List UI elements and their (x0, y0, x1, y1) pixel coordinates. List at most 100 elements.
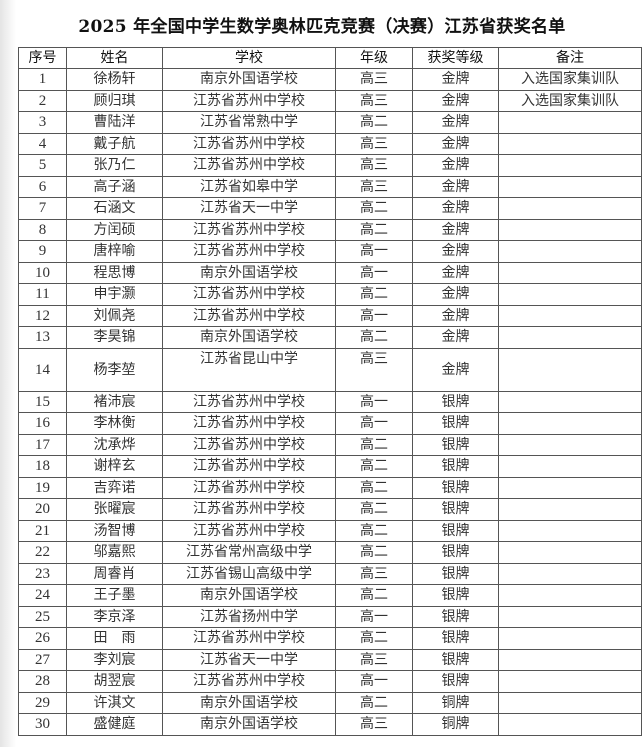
cell-index: 7 (18, 197, 67, 220)
cell-remarks (498, 627, 642, 650)
cell-index: 24 (18, 584, 67, 607)
cell-name: 张曜宸 (66, 498, 163, 521)
cell-school: 南京外国语学校 (162, 713, 336, 736)
cell-award: 银牌 (412, 670, 499, 693)
cell-index: 28 (18, 670, 67, 693)
cell-name: 褚沛宸 (66, 390, 163, 413)
cell-name: 谢梓玄 (66, 455, 163, 478)
cell-award: 金牌 (412, 111, 499, 134)
cell-name: 吉弈诺 (66, 476, 163, 499)
cell-name: 李刘宸 (66, 648, 163, 671)
cell-school: 江苏省苏州中学校 (162, 627, 336, 650)
table-row: 3 曹陆洋 江苏省常熟中学 高二 金牌 (18, 111, 642, 134)
table-row: 6 高子涵 江苏省如皋中学 高三 金牌 (18, 175, 642, 198)
cell-grade: 高三 (335, 175, 413, 198)
cell-award: 金牌 (412, 240, 499, 263)
cell-name: 李昊锦 (66, 326, 163, 349)
cell-remarks (498, 218, 642, 241)
cell-grade: 高二 (335, 455, 413, 478)
cell-award: 金牌 (412, 326, 499, 349)
cell-school: 江苏省苏州中学校 (162, 476, 336, 499)
cell-name: 申宇灏 (66, 283, 163, 306)
table-row: 16 李林衡 江苏省苏州中学校 高一 银牌 (18, 412, 642, 435)
cell-award: 铜牌 (412, 691, 499, 714)
cell-grade: 高三 (335, 89, 413, 112)
cell-index: 12 (18, 304, 67, 327)
table-row: 9 唐梓喻 江苏省苏州中学校 高一 金牌 (18, 240, 642, 263)
cell-name: 唐梓喻 (66, 240, 163, 263)
cell-index: 16 (18, 412, 67, 435)
cell-award: 银牌 (412, 605, 499, 628)
award-table: 序号 姓名 学校 年级 获奖等级 备注 1 徐杨轩 南京外国语学校 高三 金牌 入选国家集… (18, 47, 642, 736)
table-row: 20 张曜宸 江苏省苏州中学校 高二 银牌 (18, 498, 642, 521)
table-row: 7 石涵文 江苏省天一中学 高二 金牌 (18, 197, 642, 220)
cell-award: 银牌 (412, 627, 499, 650)
cell-name: 李林衡 (66, 412, 163, 435)
cell-name: 程思博 (66, 261, 163, 284)
header-index: 序号 (18, 47, 67, 69)
cell-name: 汤智博 (66, 519, 163, 542)
cell-remarks (498, 240, 642, 263)
cell-school: 江苏省苏州中学校 (162, 240, 336, 263)
cell-remarks (498, 498, 642, 521)
cell-remarks (498, 605, 642, 628)
cell-award: 金牌 (412, 283, 499, 306)
table-row: 26 田 雨江苏省苏州中学校 高二 银牌 (18, 627, 642, 650)
cell-award: 金牌 (412, 197, 499, 220)
cell-grade: 高二 (335, 627, 413, 650)
cell-remarks: 入选国家集训队 (498, 68, 642, 91)
cell-award: 银牌 (412, 498, 499, 521)
table-row: 13 李昊锦 南京外国语学校 高二 金牌 (18, 326, 642, 349)
cell-remarks (498, 670, 642, 693)
cell-grade: 高一 (335, 670, 413, 693)
cell-school: 南京外国语学校 (162, 584, 336, 607)
cell-remarks (498, 283, 642, 306)
cell-name: 方闰硕 (66, 218, 163, 241)
cell-grade: 高三 (335, 154, 413, 177)
cell-index: 30 (18, 713, 67, 736)
table-row: 12 刘佩尧 江苏省苏州中学校 高一 金牌 (18, 304, 642, 327)
header-award: 获奖等级 (412, 47, 499, 69)
table-row: 29 许淇文 南京外国语学校 高二 铜牌 (18, 691, 642, 714)
cell-index: 26 (18, 627, 67, 650)
cell-award: 银牌 (412, 433, 499, 456)
cell-index: 4 (18, 132, 67, 155)
cell-remarks (498, 304, 642, 327)
cell-index: 9 (18, 240, 67, 263)
table-row: 30 盛健庭 南京外国语学校 高三 铜牌 (18, 713, 642, 736)
cell-remarks (498, 433, 642, 456)
cell-school: 江苏省昆山中学 (162, 347, 336, 392)
cell-grade: 高二 (335, 476, 413, 499)
cell-name: 曹陆洋 (66, 111, 163, 134)
cell-school: 江苏省常熟中学 (162, 111, 336, 134)
cell-award: 铜牌 (412, 713, 499, 736)
cell-name: 刘佩尧 (66, 304, 163, 327)
table-row: 1 徐杨轩 南京外国语学校 高三 金牌 入选国家集训队 (18, 68, 642, 91)
cell-index: 14 (18, 347, 67, 392)
cell-name: 徐杨轩 (66, 68, 163, 91)
cell-award: 银牌 (412, 541, 499, 564)
table-row: 21 汤智博 江苏省苏州中学校 高二 银牌 (18, 519, 642, 542)
cell-grade: 高二 (335, 326, 413, 349)
cell-school: 江苏省如皋中学 (162, 175, 336, 198)
cell-index: 1 (18, 68, 67, 91)
cell-remarks (498, 347, 642, 392)
table-row: 4 戴子航 江苏省苏州中学校 高三 金牌 (18, 132, 642, 155)
cell-award: 金牌 (412, 68, 499, 91)
cell-index: 23 (18, 562, 67, 585)
cell-school: 江苏省锡山高级中学 (162, 562, 336, 585)
cell-index: 29 (18, 691, 67, 714)
cell-school: 江苏省天一中学 (162, 648, 336, 671)
cell-school: 江苏省苏州中学校 (162, 412, 336, 435)
cell-grade: 高二 (335, 541, 413, 564)
cell-name: 周睿肖 (66, 562, 163, 585)
cell-index: 13 (18, 326, 67, 349)
cell-school: 江苏省常州高级中学 (162, 541, 336, 564)
table-row: 5 张乃仁 江苏省苏州中学校 高三 金牌 (18, 154, 642, 177)
cell-remarks (498, 261, 642, 284)
cell-remarks (498, 584, 642, 607)
cell-award: 金牌 (412, 261, 499, 284)
cell-award: 金牌 (412, 218, 499, 241)
cell-school: 江苏省苏州中学校 (162, 218, 336, 241)
cell-index: 18 (18, 455, 67, 478)
